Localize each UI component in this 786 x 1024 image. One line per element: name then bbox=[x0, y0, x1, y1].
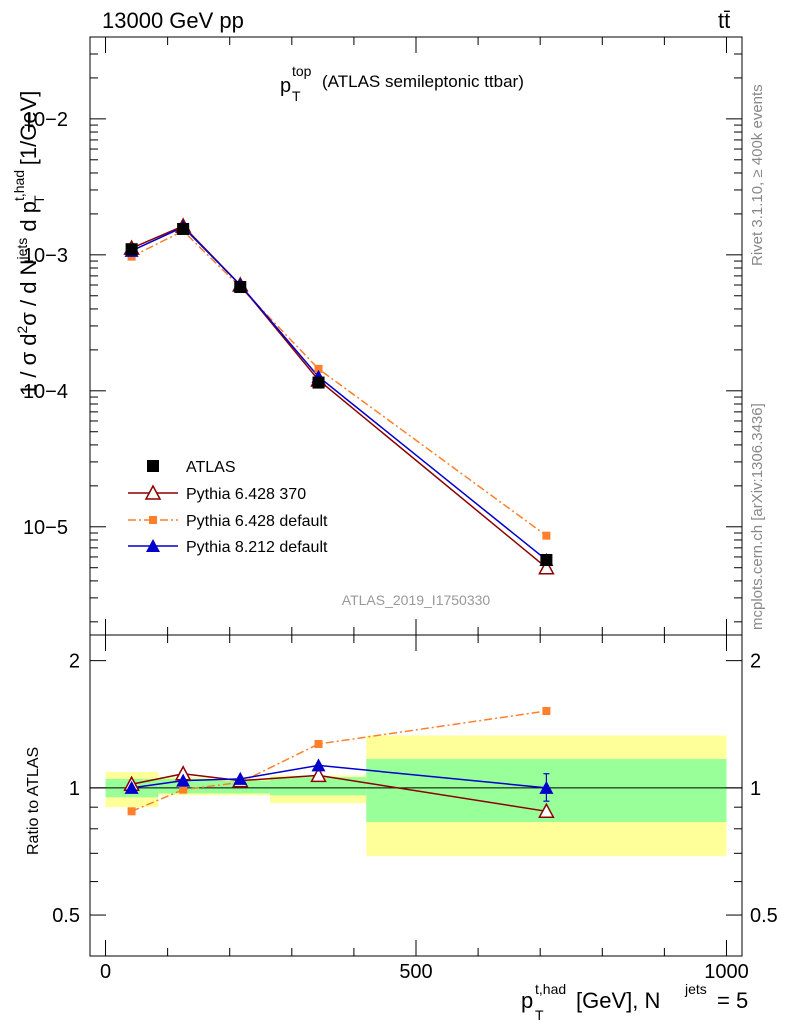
ratio-point-pythia6-370 bbox=[538, 802, 555, 819]
ratio-y-tick-label: 2 bbox=[69, 651, 80, 673]
title-sub: T bbox=[292, 88, 301, 104]
ylabel-sub3: T bbox=[31, 195, 47, 204]
main-y-axis-label: 1 / σ d2σ / d Njets d pt,had T [1/GeV] bbox=[11, 91, 47, 396]
main-line-pythia8 bbox=[131, 226, 547, 561]
legend-label-atlas: ATLAS bbox=[186, 459, 236, 476]
xlabel-sup: t,had bbox=[535, 981, 566, 997]
legend-entry-pythia6-370: Pythia 6.428 370 bbox=[128, 484, 306, 503]
xlabel-p: p bbox=[521, 988, 533, 1013]
ylabel-unit: [1/GeV] bbox=[16, 91, 41, 172]
x-axis-label: p T t,had [GeV], N jets = 5 bbox=[521, 981, 748, 1023]
ratio-point-pythia8 bbox=[311, 758, 326, 772]
xlabel-end: = 5 bbox=[717, 988, 748, 1013]
legend-label-pythia8: Pythia 8.212 default bbox=[186, 539, 328, 556]
ylabel-sup1: 2 bbox=[14, 326, 30, 334]
legend-marker-pythia6-370 bbox=[144, 484, 162, 500]
title-p: p bbox=[280, 75, 291, 97]
x-tick-label: 1000 bbox=[704, 961, 749, 983]
legend: ATLAS Pythia 6.428 370 Pythia 6.428 defa… bbox=[128, 459, 328, 556]
x-tick-label: 500 bbox=[399, 961, 432, 983]
header-process-label: tt̄ bbox=[718, 8, 730, 33]
analysis-id-label: ATLAS_2019_I1750330 bbox=[342, 592, 491, 608]
ratio-y-tick-label-right: 2 bbox=[750, 651, 761, 673]
legend-label-pythia6-370: Pythia 6.428 370 bbox=[186, 486, 306, 503]
legend-marker-pythia8 bbox=[146, 539, 160, 552]
legend-entry-pythia8: Pythia 8.212 default bbox=[128, 539, 328, 556]
ratio-y-tick-label: 0.5 bbox=[52, 905, 80, 927]
legend-label-pythia6-default: Pythia 6.428 default bbox=[186, 513, 328, 530]
main-point-atlas bbox=[125, 243, 138, 256]
ratio-y-tick-labels: 0.5 1 2 0.5 1 2 bbox=[52, 651, 778, 927]
ylabel-sup2: jets bbox=[14, 238, 30, 261]
main-line-pythia6-default bbox=[131, 229, 547, 537]
ratio-y-tick-label: 1 bbox=[69, 778, 80, 800]
ratio-point-pythia8 bbox=[124, 780, 139, 794]
ratio-y-tick-label-right: 1 bbox=[750, 778, 761, 800]
ratio-point-pythia8 bbox=[176, 773, 191, 787]
legend-marker-pythia6-default bbox=[149, 516, 157, 524]
mcplots-reference-label: mcplots.cern.ch [arXiv:1306.3436] bbox=[749, 403, 766, 630]
ylabel-mid: σ / d N bbox=[16, 260, 41, 326]
main-y-tick-label: 10−2 bbox=[23, 109, 68, 131]
ratio-point-pythia6-370 bbox=[310, 766, 327, 783]
main-y-tick-labels: 10−5 10−4 10−3 10−2 bbox=[23, 109, 68, 539]
xlabel-sub: T bbox=[535, 1007, 544, 1023]
xlabel-sup2: jets bbox=[684, 981, 707, 997]
x-axis-ticks bbox=[105, 37, 727, 956]
main-point-atlas bbox=[177, 222, 190, 235]
main-point-pythia6-default bbox=[314, 364, 323, 373]
header-collision-label: 13000 GeV pp bbox=[102, 8, 244, 33]
ratio-point-pythia6-default bbox=[314, 739, 323, 748]
ratio-point-pythia8 bbox=[233, 771, 248, 785]
legend-marker-atlas bbox=[147, 460, 159, 472]
main-point-atlas bbox=[312, 376, 325, 389]
ratio-point-pythia6-default bbox=[542, 707, 551, 716]
main-axis-ticks bbox=[90, 36, 742, 623]
main-y-tick-label: 10−4 bbox=[23, 381, 68, 403]
ratio-point-pythia6-default bbox=[127, 807, 136, 816]
legend-entry-atlas: ATLAS bbox=[147, 459, 236, 476]
ylabel-mid2: d p bbox=[16, 201, 41, 238]
title-sup: top bbox=[292, 63, 312, 79]
ratio-band-green bbox=[270, 777, 367, 796]
main-point-atlas bbox=[540, 553, 553, 566]
rivet-version-label: Rivet 3.1.10, ≥ 400k events bbox=[749, 84, 766, 266]
ratio-uncertainty-bands bbox=[105, 735, 727, 856]
ratio-y-tick-label-right: 0.5 bbox=[750, 905, 778, 927]
ylabel-prefix: 1 / σ d bbox=[16, 334, 41, 397]
ylabel-sup3: t,had bbox=[11, 170, 27, 201]
legend-entry-pythia6-default: Pythia 6.428 default bbox=[128, 513, 328, 530]
main-point-atlas bbox=[234, 281, 247, 294]
ratio-series-group bbox=[123, 707, 555, 819]
main-point-pythia6-default bbox=[542, 531, 551, 540]
xlabel-mid: [GeV], N bbox=[576, 988, 660, 1013]
plot-title: p top T (ATLAS semileptonic ttbar) bbox=[280, 63, 524, 104]
main-point-pythia6-370 bbox=[538, 559, 555, 575]
ratio-y-axis-label: Ratio to ATLAS bbox=[25, 747, 42, 855]
main-series-group bbox=[123, 217, 555, 575]
x-tick-labels: 0 500 1000 bbox=[100, 961, 749, 983]
ratio-axis-ticks bbox=[90, 660, 742, 916]
ratio-point-pythia6-default bbox=[179, 785, 188, 794]
main-y-tick-label: 10−3 bbox=[23, 245, 68, 267]
title-rest: (ATLAS semileptonic ttbar) bbox=[322, 72, 524, 91]
main-y-tick-label: 10−5 bbox=[23, 517, 68, 539]
x-tick-label: 0 bbox=[100, 961, 111, 983]
